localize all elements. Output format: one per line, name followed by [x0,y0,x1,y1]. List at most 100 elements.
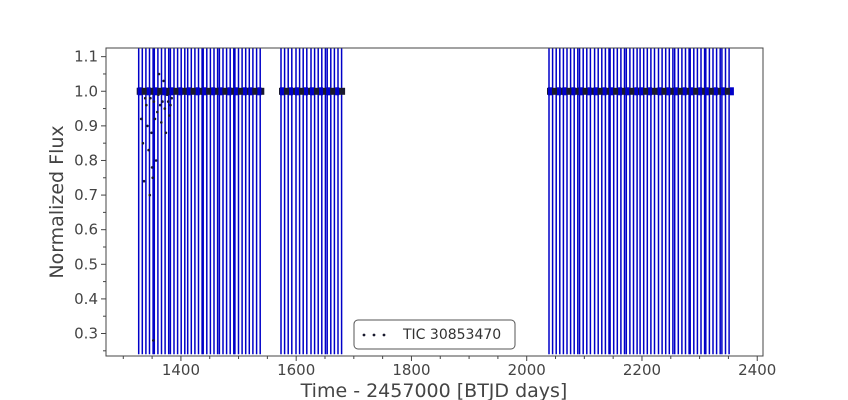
data-point [713,87,718,96]
data-point [195,87,200,96]
legend-marker-dot [372,333,376,337]
data-point [698,87,703,96]
legend: TIC 30853470 [353,319,516,350]
data-point [157,93,160,96]
data-point [625,87,630,96]
flux-baseline-band [136,87,156,95]
plot-frame [105,47,764,357]
data-point [160,121,163,124]
y-tick-label: 0.5 [74,255,98,273]
y-tick-label: 0.6 [74,221,98,239]
data-point [161,100,164,103]
data-point [158,103,162,107]
legend-box [353,319,516,350]
flux-baseline-band [279,87,296,95]
data-point [164,131,168,135]
data-point [165,93,169,96]
data-point [233,87,238,96]
data-point [169,103,172,107]
y-axis-label: Normalized Flux [46,125,68,278]
flux-baseline-band [577,87,595,95]
data-point [729,87,734,96]
data-point [682,87,687,96]
data-point [639,87,644,96]
x-axis: 1400 1600 1800 2000 2200 2400 [122,356,776,379]
data-point [326,87,331,96]
data-point [169,87,174,96]
data-point [704,87,709,96]
data-point [143,96,147,100]
legend-marker-dot [362,333,366,337]
flux-baseline-band [592,87,611,95]
flux-baseline-band [185,87,204,95]
y-tick-label: 0.4 [74,290,98,308]
x-tick-label: 2000 [508,361,546,379]
data-point [689,87,694,96]
data-point [242,87,247,96]
flux-baseline-band [325,87,346,95]
data-point [153,117,157,121]
data-point [150,131,153,135]
data-point [147,148,150,152]
flux-baseline-band [217,87,235,95]
data-point [151,176,154,180]
x-tick-label: 2200 [623,361,661,379]
data-point [248,87,253,96]
data-point [319,87,323,96]
data-point [163,107,167,110]
y-tick-label: 0.9 [74,117,98,135]
data-point [166,100,170,103]
y-tick-label: 1.1 [74,48,98,66]
data-point [557,87,561,96]
flux-baseline-band [624,87,641,95]
data-point [578,87,583,96]
data-point [202,87,207,96]
errorbar-group [137,48,730,355]
y-tick-label: 0.8 [74,151,98,169]
data-point [593,87,598,96]
data-point [280,87,284,96]
flux-baseline-band [656,87,675,95]
flux-baseline-band [247,87,265,95]
data-point [153,87,158,96]
data-point [218,87,223,96]
data-point [142,179,146,183]
y-tick-label: 1.0 [74,82,98,100]
data-point [587,87,592,96]
flux-baseline-band [547,87,564,95]
data-point [154,159,158,162]
flux-baseline-band [561,87,580,95]
data-point [170,96,173,100]
data-point [720,87,725,96]
data-point [666,87,671,96]
data-point [178,87,183,96]
x-tick-label: 2400 [738,361,776,379]
data-point [211,87,216,96]
data-point [257,87,262,96]
data-point [648,87,653,96]
data-point [571,87,576,96]
data-point [150,166,154,169]
data-point [141,141,145,145]
flux-baseline-band [688,87,706,95]
data-point [618,87,623,96]
data-point [148,193,152,197]
data-point [609,87,614,96]
flux-baseline-band [608,87,627,95]
data-point [168,114,171,117]
data-point [304,87,308,96]
data-point [146,87,151,96]
y-tick-label: 0.3 [74,325,98,343]
data-point [149,96,152,100]
flux-baseline-band [672,87,691,95]
data-point [289,87,293,96]
data-points-group [136,72,734,342]
data-point [162,79,165,83]
data-point [152,339,155,342]
x-tick-label: 1600 [277,361,315,379]
data-point [634,87,639,96]
data-point [137,87,142,96]
data-point [157,72,161,76]
data-point [673,87,678,96]
